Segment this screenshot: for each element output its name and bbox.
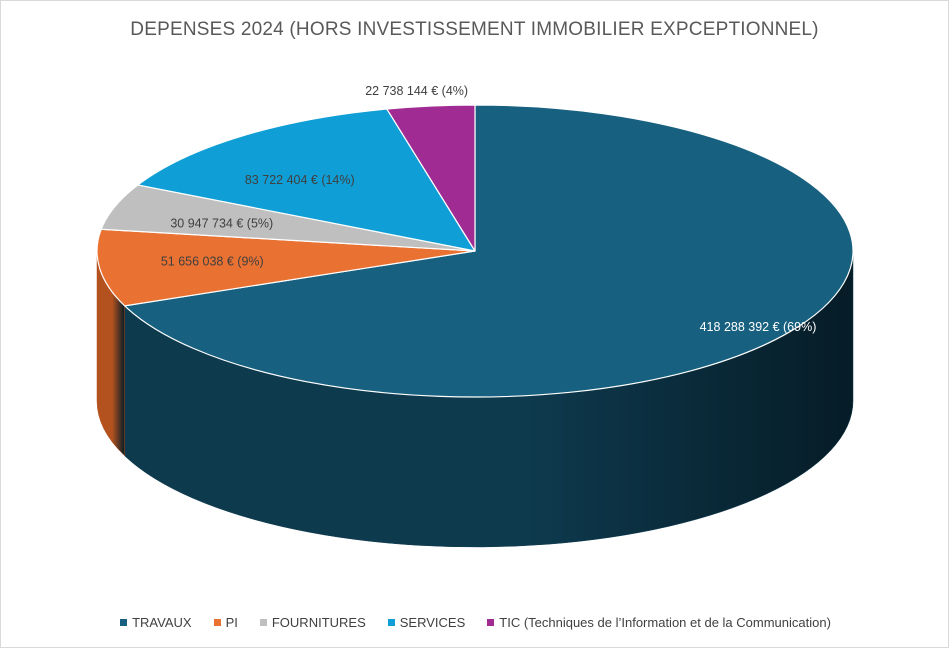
- legend-item-travaux[interactable]: TRAVAUX: [120, 615, 192, 630]
- legend-label: TRAVAUX: [132, 615, 192, 630]
- data-label-travaux: 418 288 392 € (69%): [700, 320, 817, 334]
- legend-item-services[interactable]: SERVICES: [387, 615, 466, 630]
- legend-label: PI: [225, 615, 238, 630]
- legend-swatch: [213, 619, 221, 626]
- chart-title: DEPENSES 2024 (HORS INVESTISSEMENT IMMOB…: [130, 19, 819, 40]
- slice-travaux[interactable]: [124, 104, 854, 398]
- data-label-tic: 22 738 144 € (4%): [365, 84, 468, 98]
- legend-swatch: [259, 619, 267, 626]
- legend-swatch: [487, 619, 495, 626]
- data-label-pi: 51 656 038 € (9%): [161, 255, 264, 269]
- legend-label: FOURNITURES: [271, 615, 366, 630]
- slice-pi[interactable]: [96, 228, 476, 307]
- legend-label: SERVICES: [399, 615, 466, 630]
- legend-swatch: [387, 619, 395, 626]
- legend-swatch: [120, 619, 128, 626]
- slice-services[interactable]: [137, 108, 476, 252]
- legend-item-fournitures[interactable]: FOURNITURES: [259, 615, 366, 630]
- legend-item-pi[interactable]: PI: [213, 615, 238, 630]
- data-label-fournitures: 30 947 734 € (5%): [170, 216, 273, 230]
- legend-item-tic[interactable]: TIC (Techniques de l’Information et de l…: [487, 615, 831, 630]
- data-label-services: 83 722 404 € (14%): [245, 173, 355, 187]
- slice-tic[interactable]: [386, 104, 476, 252]
- legend: TRAVAUX PI FOURNITURES SERVICES TIC (Techniq…: [1, 615, 949, 630]
- legend-label: TIC (Techniques de l’Information et de l…: [499, 615, 831, 630]
